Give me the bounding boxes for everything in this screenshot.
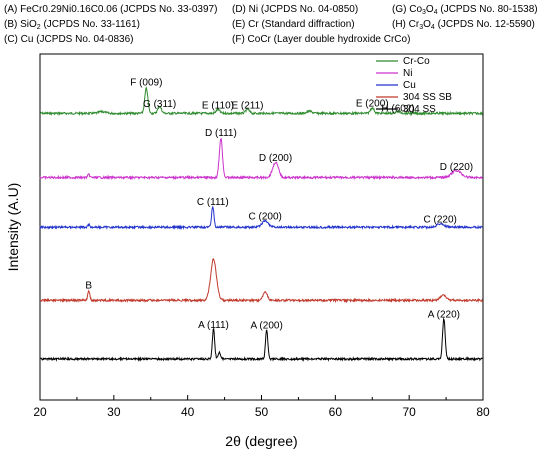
peak-label: H (602) [381,103,414,114]
legend-label: Cu [403,80,416,91]
series-line-ni [39,137,483,181]
reference-line-0-2: (G) Co3O4 (JCPDS No. 80-1538) [392,4,538,16]
peak-label: E (211) [231,101,263,112]
series-layer [39,86,484,362]
reference-line-1-2: (H) Cr3O4 (JCPDS No. 12-5590) [392,19,535,31]
x-axis-title: 2θ (degree) [225,433,297,449]
reference-line-1-0: (B) SiO2 (JCPDS No. 33-1161) [4,19,140,31]
x-tick-label: 60 [329,405,343,419]
series-line-304-ss [39,317,483,362]
peak-label: D (200) [259,153,292,164]
x-tick-label: 70 [402,405,416,419]
reference-line-2-1: (F) CoCr (Layer double hydroxide CrCo) [232,34,410,45]
peak-label: C (220) [423,214,456,225]
peak-label: F (009) [130,78,162,89]
series-line-304-ss-sb [39,258,484,304]
x-tick-label: 30 [107,405,121,419]
peak-label: A (111) [198,320,229,331]
x-tick-label: 40 [181,405,195,419]
peak-label: A (200) [251,321,283,332]
peak-label: C (200) [249,212,282,223]
x-tick-label: 50 [255,405,269,419]
series-line-cr-co [39,86,484,117]
peak-label: D (220) [440,162,473,173]
peak-label: G (311) [143,99,176,110]
legend-label: 304 SS [403,104,436,115]
jcpds-reference-header: (A) FeCr0.29Ni0.16C0.06 (JCPDS No. 33-03… [4,4,538,45]
x-tick-label: 20 [33,405,47,419]
series-line-cu [39,205,483,230]
x-tick-label: 80 [476,405,490,419]
reference-line-1-1: (E) Cr (Standard diffraction) [232,19,355,30]
peak-label: C (111) [197,197,229,208]
legend-label: Cr-Co [403,56,430,67]
legend-label: Ni [403,68,412,79]
peak-label: A (220) [428,310,460,321]
peak-annotations: F (009) G (311) E (110)E (211) E (200)H (60… [85,78,473,332]
peak-label: D (111) [205,128,237,139]
peak-label: E (200) [356,98,389,109]
reference-line-0-1: (D) Ni (JCPDS No. 04-0850) [232,4,358,15]
reference-line-2-0: (C) Cu (JCPDS No. 04-0836) [4,34,133,45]
peak-label: B [85,281,92,292]
y-axis-title: Intensity (A.U) [5,183,21,272]
legend-label: 304 SS SB [403,92,452,103]
peak-label: E (110) [202,101,234,112]
x-axis: 20 30 40 50 60 70 80 [33,395,490,419]
reference-line-0-0: (A) FeCr0.29Ni0.16C0.06 (JCPDS No. 33-03… [4,4,217,15]
